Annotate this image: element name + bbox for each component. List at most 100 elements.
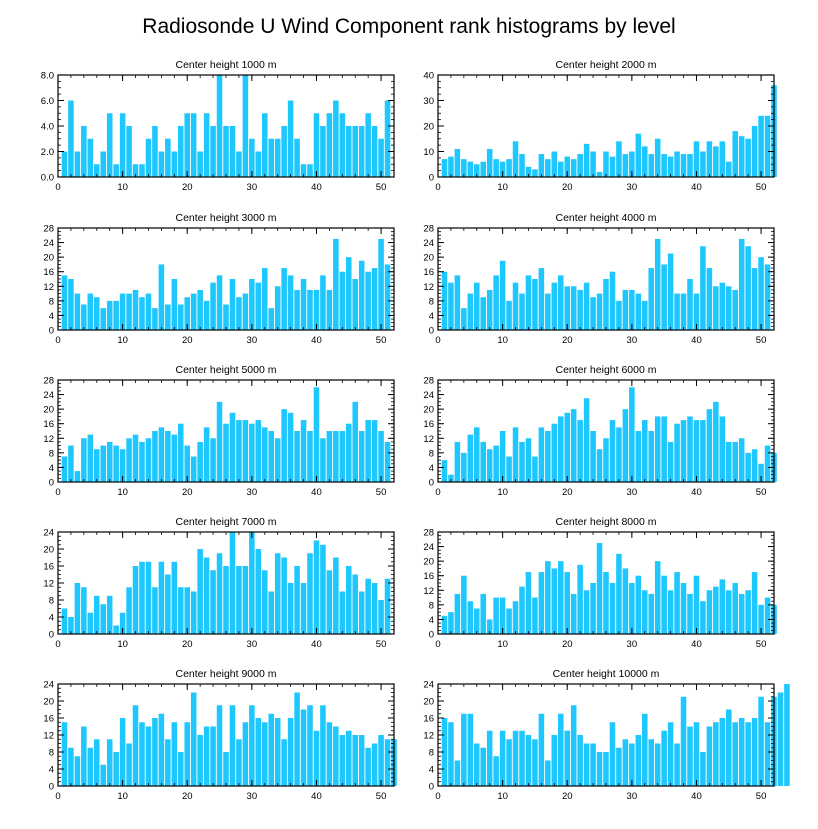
bar <box>551 423 558 482</box>
bar <box>358 126 365 177</box>
bar <box>177 587 184 634</box>
x-tick-label: 30 <box>247 639 258 650</box>
bar <box>564 730 571 786</box>
bar <box>745 452 751 482</box>
panel-3: Center height 3000 m 0 10 20 30 40 50 0 4 8 12 16 20… <box>43 212 395 346</box>
bar <box>641 590 648 634</box>
bar <box>74 151 81 177</box>
bar <box>732 441 739 482</box>
bar <box>596 752 603 786</box>
bar <box>616 141 622 177</box>
bar <box>532 739 538 786</box>
bar <box>274 286 281 330</box>
bar <box>590 743 596 786</box>
bar <box>249 532 255 634</box>
bar <box>119 113 126 177</box>
bar <box>177 423 184 482</box>
bar <box>667 590 674 634</box>
bar <box>320 705 326 786</box>
bar <box>538 154 545 177</box>
bar <box>281 268 287 330</box>
bar <box>609 271 616 330</box>
bar <box>126 126 132 177</box>
y-tick-label: 28 <box>43 224 54 235</box>
bar <box>81 126 87 177</box>
bar <box>326 113 333 177</box>
bar <box>693 293 700 330</box>
bar <box>255 151 262 177</box>
bar <box>506 300 512 330</box>
panel-6: Center height 6000 m 0 10 20 30 40 50 0 4 8 12 16 20… <box>423 364 777 498</box>
bar <box>261 427 268 482</box>
y-tick-label: 4 <box>429 311 434 322</box>
bar <box>126 743 132 786</box>
x-tick-label: 40 <box>691 791 702 802</box>
bar <box>674 293 680 330</box>
bar <box>603 279 609 330</box>
bar <box>616 553 622 634</box>
bar <box>236 739 242 786</box>
bar <box>713 146 719 177</box>
bar <box>274 553 281 634</box>
x-tick-label: 20 <box>182 639 193 650</box>
bar <box>551 735 558 786</box>
x-tick-label: 10 <box>117 335 128 346</box>
bar <box>725 161 732 177</box>
bar <box>184 297 191 330</box>
bar <box>106 441 113 482</box>
bar <box>236 566 242 634</box>
bar <box>648 739 655 786</box>
bar <box>68 279 74 330</box>
x-tick-label: 40 <box>311 487 322 498</box>
panel-4: Center height 4000 m 0 10 20 30 40 50 0 4 8 12 16 20… <box>423 212 775 346</box>
bar <box>171 722 178 786</box>
x-tick-label: 0 <box>435 335 440 346</box>
y-tick-label: 16 <box>43 562 54 573</box>
bar <box>512 282 519 330</box>
bar <box>119 449 126 482</box>
bar <box>345 126 352 177</box>
bar <box>719 579 726 634</box>
bar <box>525 438 532 482</box>
bar <box>365 578 371 634</box>
bar <box>577 420 583 482</box>
y-tick-label: 24 <box>423 390 434 401</box>
bar <box>461 713 467 786</box>
y-tick-label: 8 <box>49 296 54 307</box>
bar <box>152 308 158 330</box>
bar <box>74 756 81 786</box>
bar <box>216 75 223 177</box>
bar <box>378 735 384 786</box>
bar <box>81 587 87 634</box>
bar <box>365 747 371 786</box>
bar <box>139 164 145 177</box>
bar <box>223 423 229 482</box>
bar <box>532 279 538 330</box>
bar <box>680 293 687 330</box>
bar <box>486 730 493 786</box>
bar <box>603 438 609 482</box>
x-tick-label: 40 <box>311 335 322 346</box>
bar <box>287 718 294 786</box>
bar <box>68 747 74 786</box>
bar <box>165 574 171 634</box>
bar <box>106 300 113 330</box>
bar <box>557 713 564 786</box>
bar <box>61 722 68 786</box>
bar <box>641 420 648 482</box>
bar <box>622 154 629 177</box>
bar <box>249 279 255 330</box>
y-tick-label: 4 <box>49 765 54 776</box>
bar <box>506 159 512 177</box>
bar <box>113 625 119 634</box>
bar <box>467 601 474 634</box>
bar <box>635 735 642 786</box>
bar <box>532 169 538 177</box>
bar <box>378 431 384 482</box>
x-tick-label: 30 <box>627 487 638 498</box>
y-tick-label: 0 <box>429 782 434 793</box>
y-tick-label: 0 <box>49 478 54 489</box>
bar <box>158 561 165 634</box>
y-tick-label: 8 <box>429 748 434 759</box>
bar <box>764 115 771 177</box>
